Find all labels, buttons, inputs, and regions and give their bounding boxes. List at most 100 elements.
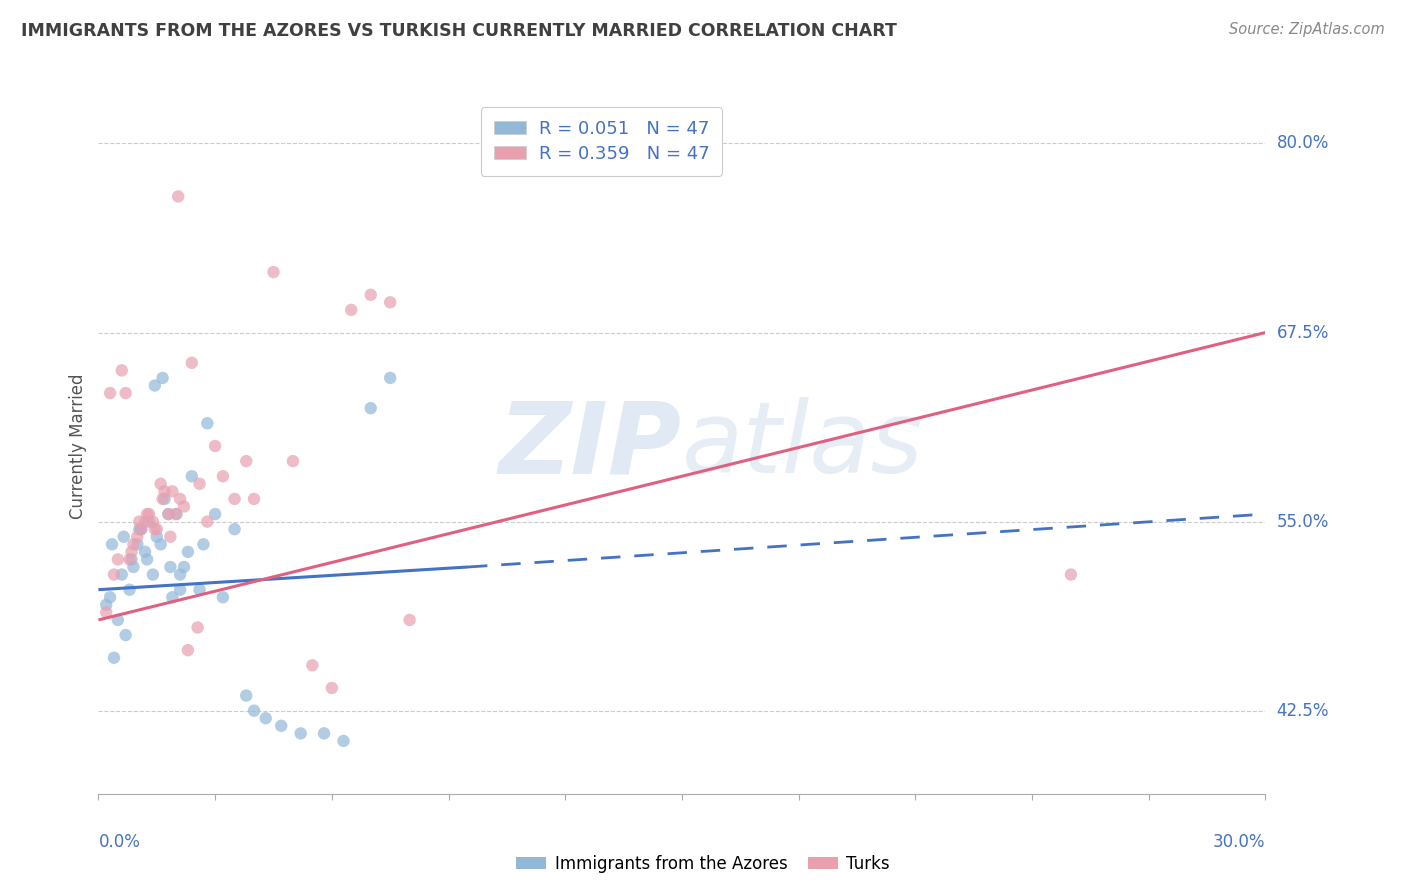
Point bbox=[114, 628, 136, 642]
Point bbox=[195, 515, 218, 529]
Point bbox=[224, 522, 246, 536]
Point bbox=[204, 439, 226, 453]
Point bbox=[96, 598, 118, 612]
Point bbox=[118, 552, 141, 566]
Point bbox=[243, 491, 266, 506]
Point bbox=[380, 371, 402, 385]
Y-axis label: Currently Married: Currently Married bbox=[69, 373, 87, 519]
Point bbox=[180, 469, 202, 483]
Point bbox=[107, 613, 129, 627]
Point bbox=[114, 386, 136, 401]
Point bbox=[169, 491, 191, 506]
Text: IMMIGRANTS FROM THE AZORES VS TURKISH CURRENTLY MARRIED CORRELATION CHART: IMMIGRANTS FROM THE AZORES VS TURKISH CU… bbox=[21, 22, 897, 40]
Point bbox=[138, 515, 160, 529]
Point bbox=[143, 378, 166, 392]
Point bbox=[187, 620, 209, 634]
Point bbox=[127, 537, 149, 551]
Point bbox=[157, 507, 180, 521]
Point bbox=[262, 265, 284, 279]
Point bbox=[136, 552, 159, 566]
Point bbox=[152, 371, 174, 385]
Point bbox=[165, 507, 187, 521]
Text: 30.0%: 30.0% bbox=[1213, 833, 1265, 851]
Point bbox=[290, 726, 312, 740]
Point bbox=[127, 530, 149, 544]
Point bbox=[169, 567, 191, 582]
Point bbox=[153, 491, 176, 506]
Text: atlas: atlas bbox=[682, 398, 924, 494]
Point bbox=[149, 476, 172, 491]
Point bbox=[177, 643, 200, 657]
Point bbox=[188, 476, 211, 491]
Point bbox=[167, 189, 190, 203]
Point bbox=[180, 356, 202, 370]
Point bbox=[103, 650, 125, 665]
Point bbox=[107, 552, 129, 566]
Text: 67.5%: 67.5% bbox=[1277, 324, 1329, 342]
Point bbox=[321, 681, 343, 695]
Point bbox=[121, 545, 143, 559]
Point bbox=[162, 591, 184, 605]
Point bbox=[177, 545, 200, 559]
Point bbox=[152, 491, 174, 506]
Point bbox=[281, 454, 304, 468]
Point bbox=[134, 515, 156, 529]
Point bbox=[157, 507, 180, 521]
Point bbox=[301, 658, 323, 673]
Point bbox=[146, 522, 169, 536]
Point bbox=[398, 613, 420, 627]
Point bbox=[146, 530, 169, 544]
Point bbox=[112, 530, 135, 544]
Point bbox=[204, 507, 226, 521]
Point bbox=[173, 560, 195, 574]
Point bbox=[98, 591, 121, 605]
Point bbox=[143, 522, 166, 536]
Point bbox=[162, 484, 184, 499]
Point bbox=[195, 417, 218, 431]
Point bbox=[122, 537, 145, 551]
Point bbox=[118, 582, 141, 597]
Point bbox=[149, 537, 172, 551]
Point bbox=[243, 704, 266, 718]
Point bbox=[312, 726, 335, 740]
Point bbox=[360, 287, 382, 301]
Point bbox=[159, 560, 181, 574]
Point bbox=[360, 401, 382, 416]
Point bbox=[380, 295, 402, 310]
Point bbox=[254, 711, 277, 725]
Point bbox=[173, 500, 195, 514]
Point bbox=[235, 689, 257, 703]
Point bbox=[340, 302, 363, 317]
Point bbox=[153, 484, 176, 499]
Point bbox=[136, 507, 159, 521]
Point bbox=[270, 719, 292, 733]
Point bbox=[122, 560, 145, 574]
Point bbox=[98, 386, 121, 401]
Point bbox=[111, 567, 134, 582]
Text: ZIP: ZIP bbox=[499, 398, 682, 494]
Point bbox=[224, 491, 246, 506]
Point bbox=[188, 582, 211, 597]
Point bbox=[142, 515, 165, 529]
Point bbox=[212, 591, 235, 605]
Legend: Immigrants from the Azores, Turks: Immigrants from the Azores, Turks bbox=[510, 848, 896, 880]
Point bbox=[142, 567, 165, 582]
Text: 42.5%: 42.5% bbox=[1277, 702, 1329, 720]
Point bbox=[129, 522, 152, 536]
Point bbox=[129, 522, 152, 536]
Text: 80.0%: 80.0% bbox=[1277, 135, 1329, 153]
Point bbox=[96, 606, 118, 620]
Point bbox=[165, 507, 187, 521]
Point bbox=[169, 582, 191, 597]
Legend: R = 0.051   N = 47, R = 0.359   N = 47: R = 0.051 N = 47, R = 0.359 N = 47 bbox=[481, 107, 723, 176]
Point bbox=[103, 567, 125, 582]
Text: 0.0%: 0.0% bbox=[98, 833, 141, 851]
Point bbox=[212, 469, 235, 483]
Point bbox=[101, 537, 124, 551]
Text: 55.0%: 55.0% bbox=[1277, 513, 1329, 531]
Point bbox=[134, 545, 156, 559]
Point bbox=[193, 537, 215, 551]
Point bbox=[1060, 567, 1083, 582]
Point bbox=[332, 734, 354, 748]
Point bbox=[138, 507, 160, 521]
